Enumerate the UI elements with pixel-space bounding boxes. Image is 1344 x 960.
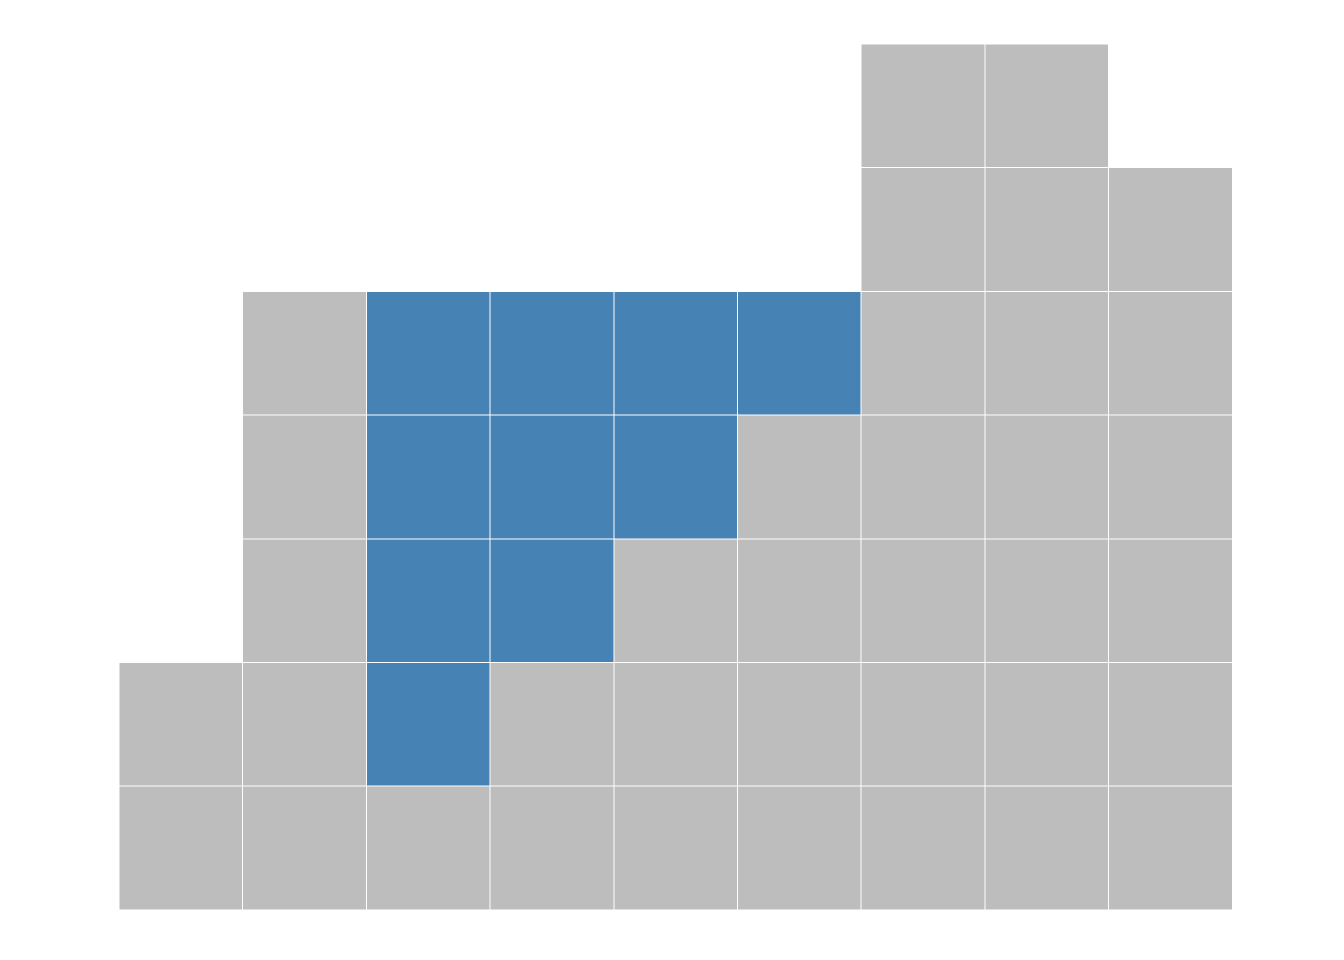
filled-cell-r5-c4: [613, 662, 738, 787]
filled-cell-r4-c7: [984, 538, 1110, 663]
highlighted-cell-r4-c3: [489, 538, 615, 663]
highlighted-cell-r2-c5: [737, 290, 862, 416]
highlighted-cell-r2-c2: [365, 290, 491, 416]
filled-cell-r6-c2: [365, 785, 491, 911]
filled-cell-r6-c4: [613, 785, 738, 911]
filled-cell-r3-c1: [242, 414, 367, 540]
filled-cell-r5-c6: [860, 662, 986, 787]
filled-cell-r4-c5: [737, 538, 862, 663]
filled-cell-r3-c7: [984, 414, 1110, 540]
filled-cell-r4-c8: [1108, 538, 1233, 663]
filled-cell-r6-c3: [489, 785, 615, 911]
filled-cell-r3-c6: [860, 414, 986, 540]
filled-cell-r3-c8: [1108, 414, 1233, 540]
filled-cell-r2-c6: [860, 290, 986, 416]
cells-layer: [118, 43, 1233, 911]
filled-cell-r6-c8: [1108, 785, 1233, 911]
filled-cell-r6-c1: [242, 785, 367, 911]
highlighted-cell-r3-c4: [613, 414, 738, 540]
filled-cell-r0-c6: [860, 43, 986, 169]
filled-cell-r6-c6: [860, 785, 986, 911]
filled-cell-r1-c7: [984, 167, 1110, 292]
filled-cell-r0-c7: [984, 43, 1110, 169]
filled-cell-r3-c5: [737, 414, 862, 540]
filled-cell-r4-c1: [242, 538, 367, 663]
filled-cell-r2-c7: [984, 290, 1110, 416]
filled-cell-r1-c6: [860, 167, 986, 292]
filled-cell-r2-c8: [1108, 290, 1233, 416]
highlighted-cell-r3-c2: [365, 414, 491, 540]
filled-cell-r5-c1: [242, 662, 367, 787]
filled-cell-r5-c5: [737, 662, 862, 787]
highlighted-cell-r2-c3: [489, 290, 615, 416]
highlighted-cell-r2-c4: [613, 290, 738, 416]
filled-cell-r6-c7: [984, 785, 1110, 911]
filled-cell-r4-c6: [860, 538, 986, 663]
highlighted-cell-r5-c2: [365, 662, 491, 787]
filled-cell-r2-c1: [242, 290, 367, 416]
filled-cell-r5-c7: [984, 662, 1110, 787]
highlighted-cell-r4-c2: [365, 538, 491, 663]
filled-cell-r4-c4: [613, 538, 738, 663]
filled-cell-r1-c8: [1108, 167, 1233, 292]
filled-cell-r5-c8: [1108, 662, 1233, 787]
filled-cell-r5-c3: [489, 662, 615, 787]
filled-cell-r6-c0: [118, 785, 244, 911]
highlighted-cell-r3-c3: [489, 414, 615, 540]
filled-cell-r5-c0: [118, 662, 244, 787]
filled-cell-r6-c5: [737, 785, 862, 911]
